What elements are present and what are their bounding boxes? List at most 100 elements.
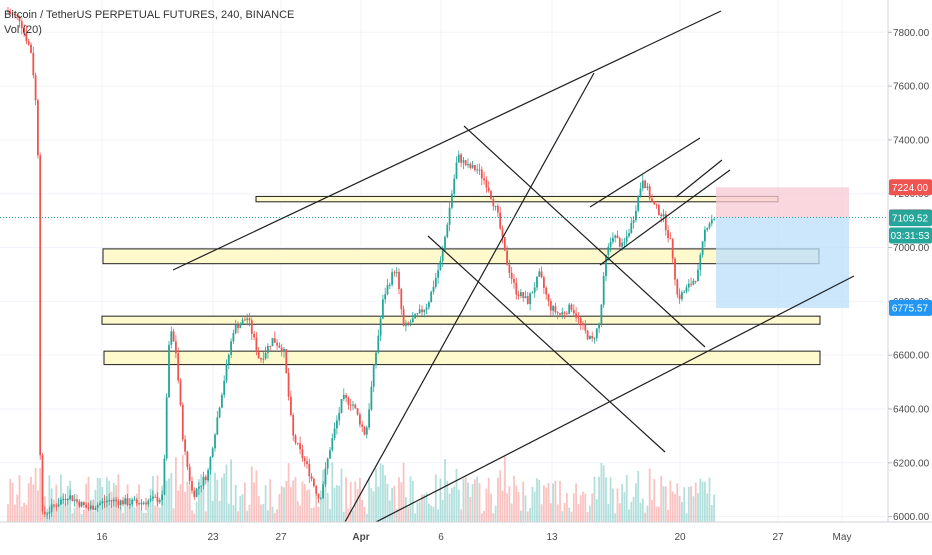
candle-body bbox=[37, 100, 39, 156]
volume-bar bbox=[186, 481, 189, 522]
volume-bar bbox=[317, 506, 320, 522]
candle-body bbox=[706, 227, 709, 230]
support-zone-rect[interactable] bbox=[255, 195, 779, 203]
candle-body bbox=[704, 229, 706, 242]
date-tick-label: 6 bbox=[438, 532, 444, 543]
volume-bar bbox=[713, 494, 715, 522]
candle-body bbox=[92, 505, 94, 510]
volume-bar bbox=[223, 473, 226, 522]
candle-body bbox=[384, 294, 387, 300]
volume-bar bbox=[20, 506, 23, 522]
candle-body bbox=[515, 282, 518, 295]
trendline[interactable] bbox=[463, 125, 706, 348]
volume-bar bbox=[257, 496, 260, 522]
candle-body bbox=[142, 502, 145, 504]
volume-bar bbox=[630, 501, 633, 522]
volume-bar bbox=[372, 491, 375, 522]
candle-body bbox=[554, 306, 557, 313]
volume-bar bbox=[149, 488, 152, 522]
trendline[interactable] bbox=[427, 235, 666, 453]
volume-bar bbox=[356, 489, 359, 522]
price-badge-label: 03:31:53 bbox=[891, 231, 930, 242]
candle-body bbox=[246, 318, 249, 321]
candle-body bbox=[25, 32, 28, 42]
candle-body bbox=[425, 307, 428, 310]
candle-body bbox=[547, 294, 550, 302]
trendline[interactable] bbox=[599, 169, 731, 266]
candle-body bbox=[480, 169, 483, 179]
candle-body bbox=[267, 345, 269, 353]
support-zone-rect[interactable] bbox=[102, 248, 820, 265]
volume-bar bbox=[664, 486, 667, 522]
candle-body bbox=[710, 219, 713, 224]
candle-body bbox=[161, 494, 163, 501]
volume-bar bbox=[273, 513, 276, 522]
candle-body bbox=[377, 335, 380, 353]
candle-body bbox=[60, 499, 62, 505]
candle-body bbox=[202, 476, 205, 486]
candle-body bbox=[209, 457, 212, 471]
volume-bar bbox=[414, 513, 416, 522]
candle-body bbox=[630, 222, 633, 234]
volume-bar bbox=[175, 457, 177, 522]
candle-body bbox=[648, 186, 651, 199]
volume-bar bbox=[129, 498, 131, 522]
volume-bar bbox=[586, 511, 589, 522]
trendline[interactable] bbox=[172, 10, 722, 271]
trendline[interactable] bbox=[589, 137, 701, 208]
volume-bar bbox=[602, 465, 605, 522]
candle-body bbox=[549, 301, 552, 311]
candle-body bbox=[595, 328, 598, 339]
volume-bar bbox=[145, 512, 147, 522]
volume-bar bbox=[214, 472, 216, 522]
candle-body bbox=[69, 495, 71, 499]
volume-bar bbox=[446, 480, 449, 522]
candle-body bbox=[563, 312, 566, 314]
volume-bar bbox=[388, 500, 391, 522]
trendline[interactable] bbox=[675, 159, 723, 198]
profit-target-zone[interactable] bbox=[716, 187, 849, 218]
price-badge bbox=[889, 179, 932, 196]
candle-body bbox=[683, 291, 686, 293]
candle-body bbox=[575, 313, 577, 318]
volume-bar bbox=[572, 493, 575, 522]
date-axis: 16 23 27 Apr 6 13 20 27 May bbox=[0, 521, 932, 543]
candle-body bbox=[204, 476, 207, 481]
volume-bar bbox=[683, 487, 686, 522]
candle-body bbox=[94, 507, 97, 510]
volume-bar bbox=[349, 481, 352, 522]
candle-body bbox=[506, 250, 508, 265]
price-axis: 7800.007600.007400.007200.007000.006800.… bbox=[887, 0, 932, 550]
candle-body bbox=[294, 435, 297, 443]
volume-bar bbox=[230, 459, 232, 522]
candle-body bbox=[310, 476, 313, 479]
candle-body bbox=[83, 502, 85, 505]
candle-body bbox=[455, 162, 458, 179]
volume-bar bbox=[628, 509, 630, 522]
volume-bar bbox=[331, 462, 334, 522]
support-zone-rect[interactable] bbox=[101, 315, 821, 325]
volume-bar bbox=[710, 504, 713, 522]
stop-loss-zone[interactable] bbox=[716, 217, 849, 308]
candle-body bbox=[278, 345, 281, 348]
volume-bar bbox=[287, 463, 290, 522]
candle-body bbox=[66, 498, 69, 500]
volume-bar bbox=[545, 487, 548, 522]
trendline[interactable] bbox=[375, 275, 855, 523]
volume-bar bbox=[464, 477, 467, 522]
candle-body bbox=[409, 322, 412, 324]
support-zone-rect[interactable] bbox=[103, 350, 821, 366]
candle-body bbox=[485, 180, 488, 188]
trendline[interactable] bbox=[344, 72, 595, 523]
volume-bar bbox=[200, 474, 203, 522]
volume-bar bbox=[303, 483, 306, 522]
candle-body bbox=[103, 501, 106, 503]
volume-bar bbox=[386, 483, 389, 522]
volume-bar bbox=[32, 484, 35, 522]
symbol-title: Bitcoin / TetherUS PERPETUAL FUTURES, 24… bbox=[4, 9, 295, 21]
candle-body bbox=[517, 294, 520, 297]
candle-body bbox=[370, 386, 373, 410]
candle-body bbox=[101, 501, 104, 504]
